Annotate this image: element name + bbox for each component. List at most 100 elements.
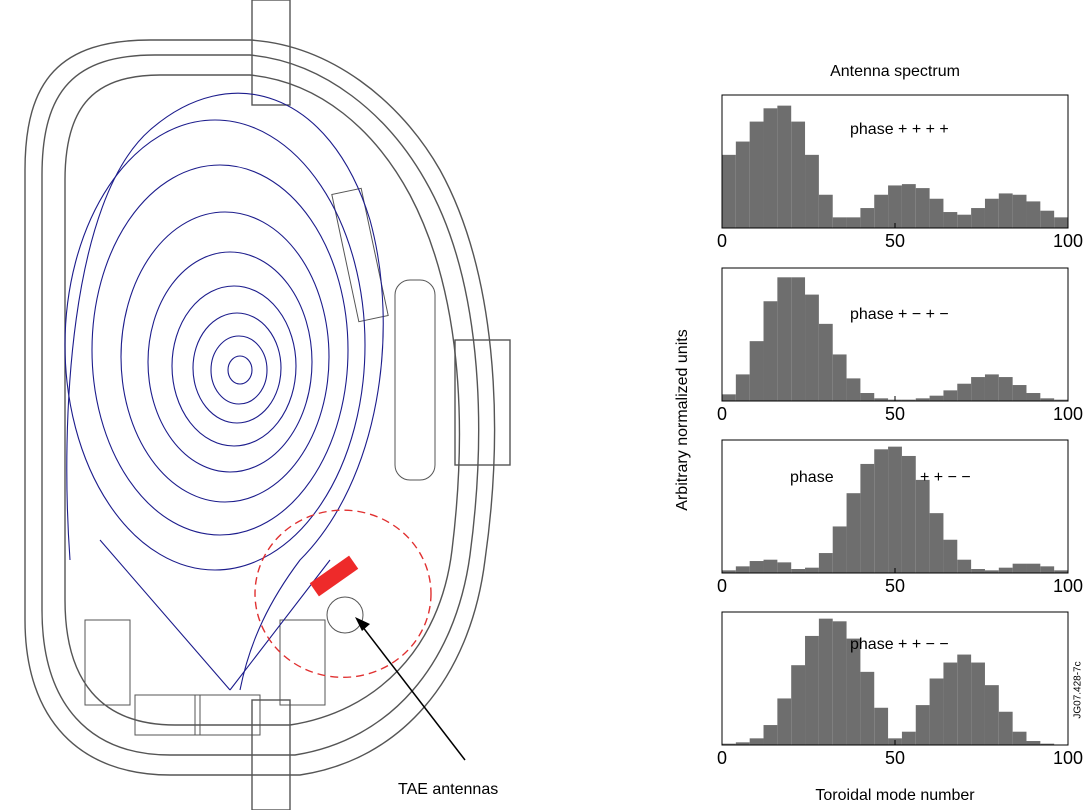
x-axis-label: Toroidal mode number — [815, 787, 975, 804]
bar — [999, 568, 1013, 573]
bar — [764, 108, 778, 228]
bar — [819, 195, 833, 228]
bar — [805, 636, 819, 745]
bar — [943, 212, 957, 228]
bar — [764, 560, 778, 573]
bar — [819, 619, 833, 745]
x-tick-label: 50 — [885, 576, 905, 596]
bar — [791, 277, 805, 401]
annotation: + + − − — [920, 469, 971, 486]
bar — [1026, 564, 1040, 573]
bar — [971, 377, 985, 401]
bar — [943, 663, 957, 745]
bar — [833, 354, 847, 401]
x-tick-label: 100 — [1053, 231, 1083, 251]
bar — [847, 378, 861, 401]
bar — [957, 215, 971, 228]
x-tick-label: 50 — [885, 748, 905, 768]
bar — [1054, 217, 1068, 228]
bar — [1040, 211, 1054, 228]
x-tick-label: 0 — [717, 231, 727, 251]
x-tick-label: 50 — [885, 404, 905, 424]
bar — [847, 217, 861, 228]
bar — [764, 725, 778, 745]
bar — [971, 569, 985, 573]
x-tick-label: 100 — [1053, 404, 1083, 424]
bar — [791, 569, 805, 573]
bar — [874, 195, 888, 228]
bar — [916, 188, 930, 228]
annotation: phase — [790, 469, 834, 486]
bar — [791, 665, 805, 745]
bar — [1026, 201, 1040, 228]
bar — [777, 277, 791, 401]
bar — [930, 513, 944, 573]
antenna-label: TAE antennas — [398, 781, 498, 798]
bar — [777, 698, 791, 745]
bar — [999, 712, 1013, 745]
y-axis-label: Arbitrary normalized units — [674, 329, 691, 510]
bar — [957, 560, 971, 573]
bar — [930, 396, 944, 401]
bar — [791, 122, 805, 228]
bar — [805, 295, 819, 401]
flux-surfaces — [65, 93, 383, 690]
bar — [736, 374, 750, 401]
bar — [957, 655, 971, 745]
bar — [833, 621, 847, 745]
chart-title: Antenna spectrum — [830, 63, 960, 80]
bar — [971, 208, 985, 228]
bar — [874, 449, 888, 573]
bar — [1026, 741, 1040, 745]
bar — [847, 639, 861, 745]
bar — [860, 464, 874, 573]
figure-id: JG07.428-7c — [1073, 661, 1084, 718]
bar — [874, 708, 888, 745]
annotation: phase + + + + — [850, 121, 949, 138]
bar — [833, 526, 847, 573]
bar — [985, 374, 999, 401]
bar — [957, 384, 971, 401]
bar — [805, 568, 819, 573]
bar — [847, 493, 861, 573]
figure: TAE antennas Antenna spectrum Arbitrary … — [0, 0, 1090, 810]
bar — [805, 155, 819, 228]
bar — [860, 672, 874, 745]
bar — [902, 456, 916, 573]
x-tick-label: 0 — [717, 748, 727, 768]
bar — [985, 685, 999, 745]
bar — [930, 199, 944, 228]
bar — [764, 301, 778, 401]
annotation: phase + − + − — [850, 306, 949, 323]
bar — [916, 705, 930, 745]
x-tick-label: 0 — [717, 404, 727, 424]
bar — [750, 738, 764, 745]
bar — [888, 185, 902, 228]
bar — [819, 553, 833, 573]
x-tick-label: 0 — [717, 576, 727, 596]
bar — [819, 324, 833, 401]
bar — [1040, 566, 1054, 573]
x-tick-label: 50 — [885, 231, 905, 251]
bar — [943, 390, 957, 401]
bar — [902, 732, 916, 745]
bar — [750, 122, 764, 228]
bar — [833, 217, 847, 228]
bar — [750, 341, 764, 401]
bar — [777, 106, 791, 228]
tokamak-drawing: TAE antennas — [25, 0, 510, 810]
bar — [722, 155, 736, 228]
bar — [1026, 393, 1040, 401]
bar — [930, 679, 944, 746]
bar — [750, 561, 764, 573]
annotation: phase + + − − — [850, 636, 949, 653]
bar — [1013, 564, 1027, 573]
bar — [971, 663, 985, 745]
bar — [736, 142, 750, 228]
bar — [777, 562, 791, 573]
bar — [722, 394, 736, 401]
bar — [902, 184, 916, 228]
bar — [985, 199, 999, 228]
x-tick-label: 100 — [1053, 748, 1083, 768]
bar — [1013, 195, 1027, 228]
